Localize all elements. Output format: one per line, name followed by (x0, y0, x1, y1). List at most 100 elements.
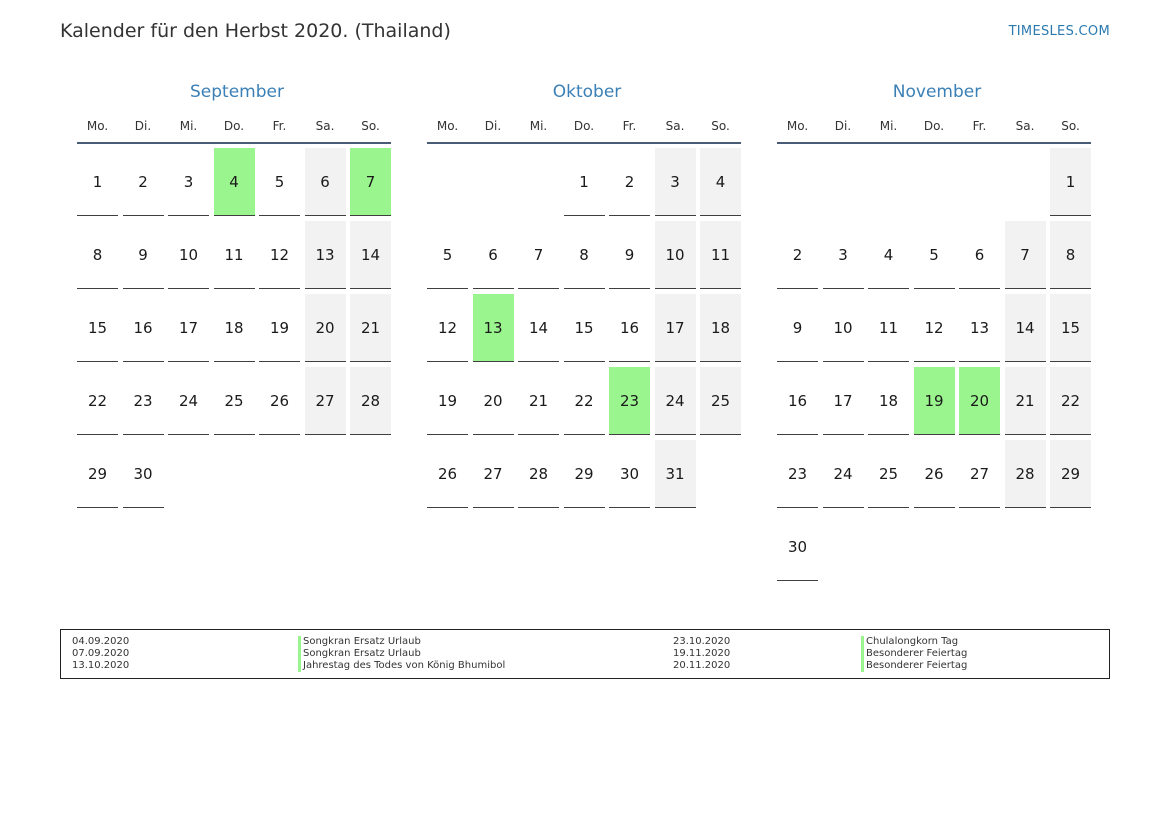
legend-color-marker (298, 660, 301, 672)
day-cell: 23 (777, 440, 818, 508)
day-cell: 15 (563, 294, 605, 362)
header-divider (777, 142, 1091, 144)
weekday-label: Fr. (972, 119, 987, 133)
day-cell: 14 (350, 221, 391, 289)
day-cell: 31 (654, 440, 696, 508)
day-cell: 19 (259, 294, 300, 362)
day-cell: 29 (77, 440, 118, 508)
day-cell: 13 (959, 294, 1000, 362)
month-title: September (190, 82, 284, 102)
day-cell: 20 (304, 294, 346, 362)
day-cell: 13 (304, 221, 346, 289)
day-cell: 4 (868, 221, 909, 289)
day-cell: 24 (168, 367, 209, 435)
legend-holiday-name: Besonderer Feiertag (861, 648, 967, 660)
day-cell: 30 (777, 513, 818, 581)
day-cell: 5 (259, 148, 300, 216)
legend-color-marker (861, 660, 864, 672)
weekday-label: Do. (223, 119, 245, 133)
day-cell: 15 (77, 294, 118, 362)
day-cell: 21 (350, 294, 391, 362)
day-cell: 4 (700, 148, 741, 216)
legend-date: 04.09.2020 (72, 636, 130, 647)
day-cell: 8 (77, 221, 118, 289)
day-cell: 18 (700, 294, 741, 362)
day-cell: 27 (959, 440, 1000, 508)
legend-holiday-name: Besonderer Feiertag (861, 660, 967, 672)
legend-date: 19.11.2020 (673, 648, 731, 659)
day-cell: 8 (1050, 221, 1091, 289)
day-cell: 22 (77, 367, 118, 435)
page-title: Kalender für den Herbst 2020. (Thailand) (60, 20, 451, 42)
day-cell: 19 (427, 367, 468, 435)
legend-holiday-name: Songkran Ersatz Urlaub (298, 648, 421, 660)
day-cell: 10 (822, 294, 864, 362)
day-cell: 22 (1050, 367, 1091, 435)
weekday-label: Mo. (436, 119, 459, 133)
legend-color-marker (298, 636, 301, 648)
day-cell: 28 (350, 367, 391, 435)
holiday-day-cell: 4 (213, 148, 255, 216)
day-cell: 24 (654, 367, 696, 435)
day-cell: 26 (427, 440, 468, 508)
day-cell: 7 (1004, 221, 1046, 289)
holiday-legend: 04.09.2020 Songkran Ersatz Urlaub 07.09.20… (60, 629, 1110, 679)
day-cell: 12 (913, 294, 955, 362)
day-cell: 27 (304, 367, 346, 435)
month-title: November (892, 82, 982, 102)
day-cell: 29 (1050, 440, 1091, 508)
day-cell: 29 (563, 440, 605, 508)
legend-date: 20.11.2020 (673, 660, 731, 671)
day-cell: 26 (259, 367, 300, 435)
day-cell: 11 (700, 221, 741, 289)
legend-date: 13.10.2020 (72, 660, 130, 671)
day-cell: 3 (822, 221, 864, 289)
day-cell: 24 (822, 440, 864, 508)
day-cell: 11 (868, 294, 909, 362)
day-cell: 21 (518, 367, 559, 435)
day-cell: 7 (518, 221, 559, 289)
weekday-label: Mi. (529, 119, 548, 133)
legend-holiday-name: Songkran Ersatz Urlaub (298, 636, 421, 648)
day-cell: 3 (654, 148, 696, 216)
legend-holiday-name: Chulalongkorn Tag (861, 636, 958, 648)
holiday-day-cell: 7 (350, 148, 391, 216)
day-cell: 5 (427, 221, 468, 289)
day-cell: 2 (122, 148, 164, 216)
day-cell: 17 (654, 294, 696, 362)
header-divider (77, 142, 391, 144)
day-cell: 28 (518, 440, 559, 508)
weekday-label: So. (361, 119, 380, 133)
day-cell: 10 (654, 221, 696, 289)
weekday-label: Do. (573, 119, 595, 133)
day-cell: 17 (822, 367, 864, 435)
weekday-label: Mo. (86, 119, 109, 133)
weekday-label: Sa. (665, 119, 685, 133)
site-link[interactable]: TIMESLES.COM (1008, 24, 1110, 39)
weekday-label: Di. (134, 119, 152, 133)
day-cell: 28 (1004, 440, 1046, 508)
holiday-day-cell: 13 (472, 294, 514, 362)
day-cell: 23 (122, 367, 164, 435)
day-cell: 9 (609, 221, 650, 289)
day-cell: 21 (1004, 367, 1046, 435)
day-cell: 9 (777, 294, 818, 362)
weekday-label: Mi. (179, 119, 198, 133)
day-cell: 25 (868, 440, 909, 508)
day-cell: 6 (472, 221, 514, 289)
legend-date: 23.10.2020 (673, 636, 731, 647)
weekday-label: Di. (484, 119, 502, 133)
weekday-label: Fr. (622, 119, 637, 133)
day-cell: 12 (427, 294, 468, 362)
day-cell: 15 (1050, 294, 1091, 362)
holiday-day-cell: 19 (913, 367, 955, 435)
legend-color-marker (861, 648, 864, 660)
day-cell: 12 (259, 221, 300, 289)
legend-date: 07.09.2020 (72, 648, 130, 659)
day-cell: 5 (913, 221, 955, 289)
day-cell: 20 (472, 367, 514, 435)
weekday-label: Sa. (1015, 119, 1035, 133)
day-cell: 14 (1004, 294, 1046, 362)
day-cell: 2 (777, 221, 818, 289)
legend-holiday-name: Jahrestag des Todes von König Bhumibol (298, 660, 505, 672)
